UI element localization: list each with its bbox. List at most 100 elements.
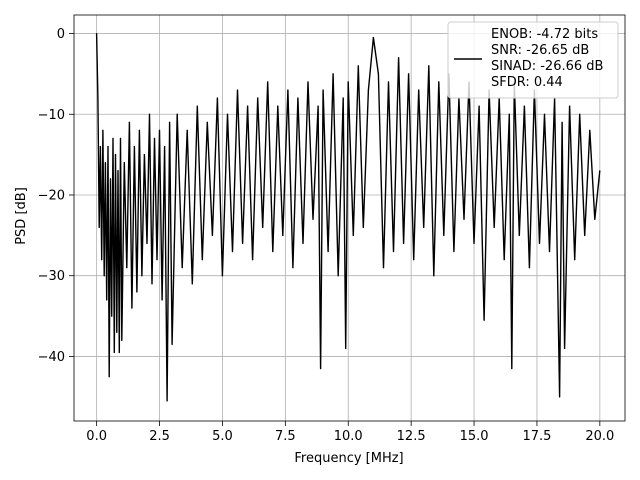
data-point xyxy=(156,259,158,261)
data-point xyxy=(277,105,279,107)
data-point xyxy=(282,234,284,236)
data-point xyxy=(216,97,218,99)
data-point xyxy=(118,351,120,353)
data-point xyxy=(97,97,99,99)
legend-entry: ENOB: -4.72 bits xyxy=(491,27,598,42)
data-point xyxy=(161,299,163,301)
data-point xyxy=(272,250,274,253)
data-point xyxy=(103,275,105,277)
data-point xyxy=(403,242,405,244)
data-point xyxy=(111,315,113,317)
data-point xyxy=(126,267,128,269)
data-point xyxy=(98,226,100,228)
legend-box xyxy=(447,21,619,99)
data-point xyxy=(478,105,480,107)
data-point xyxy=(104,162,106,164)
data-point xyxy=(362,226,364,228)
data-point xyxy=(247,105,249,107)
x-tick-label: 17.5 xyxy=(522,429,551,444)
data-point xyxy=(99,146,101,148)
data-point xyxy=(287,89,289,91)
x-axis-label: Frequency [MHz] xyxy=(294,451,403,466)
data-point xyxy=(372,37,374,39)
y-axis-label: PSD [dB] xyxy=(14,187,29,245)
y-tick-label: −30 xyxy=(38,269,65,284)
data-point xyxy=(114,154,117,156)
data-point xyxy=(176,113,178,115)
data-point xyxy=(141,275,143,277)
data-point xyxy=(171,343,173,345)
x-tick-label: 20.0 xyxy=(585,429,614,444)
data-point xyxy=(131,307,133,309)
data-point xyxy=(418,89,420,91)
x-tick-label: 10.0 xyxy=(334,429,363,444)
data-point xyxy=(337,275,339,277)
data-point xyxy=(297,97,299,99)
data-point xyxy=(236,89,239,91)
data-point xyxy=(589,129,591,131)
legend-entry: SNR: -26.65 dB xyxy=(491,43,589,58)
data-point xyxy=(564,347,566,349)
x-tick-label: 12.5 xyxy=(397,429,426,444)
data-point xyxy=(453,250,455,253)
legend-entry: SINAD: -26.66 dB xyxy=(491,59,603,74)
data-point xyxy=(473,242,475,244)
axes-frame xyxy=(73,14,626,422)
data-point xyxy=(428,65,430,67)
data-point xyxy=(322,89,324,91)
data-point xyxy=(151,283,153,285)
data-point xyxy=(392,250,395,253)
data-point xyxy=(594,218,596,220)
y-tick-label: −10 xyxy=(38,108,65,123)
data-point xyxy=(221,275,223,277)
data-point xyxy=(561,121,563,123)
data-point xyxy=(569,105,571,107)
y-tick-label: 0 xyxy=(57,27,65,42)
grid-lines xyxy=(74,15,625,421)
data-point xyxy=(398,57,400,59)
data-point xyxy=(116,331,118,333)
data-point xyxy=(252,259,254,261)
data-point xyxy=(226,113,229,115)
data-point xyxy=(352,234,354,236)
data-point xyxy=(143,154,145,156)
data-point xyxy=(443,234,445,236)
data-point xyxy=(166,400,168,402)
data-point xyxy=(138,129,140,131)
data-point xyxy=(153,137,156,140)
data-point xyxy=(121,339,123,341)
data-point xyxy=(508,113,510,115)
data-point xyxy=(106,299,108,301)
data-point xyxy=(242,242,244,244)
data-point xyxy=(201,259,203,261)
data-point xyxy=(433,275,435,277)
data-point xyxy=(119,137,122,140)
data-point xyxy=(538,242,541,244)
data-point xyxy=(579,113,581,115)
data-point xyxy=(559,396,561,398)
data-point xyxy=(347,81,349,83)
plot-frame xyxy=(73,14,626,422)
data-point xyxy=(196,105,198,107)
data-point xyxy=(543,113,546,115)
data-point xyxy=(123,162,125,164)
data-point xyxy=(523,105,526,107)
data-point xyxy=(357,65,359,67)
data-point xyxy=(320,367,322,370)
data-point xyxy=(206,121,208,123)
data-point xyxy=(599,170,601,172)
data-point xyxy=(181,267,183,269)
data-point xyxy=(493,226,495,228)
data-point xyxy=(548,250,551,253)
data-point xyxy=(257,97,259,99)
data-point xyxy=(96,33,98,35)
data-point xyxy=(327,250,329,253)
data-point xyxy=(483,319,485,321)
x-tick-label: 15.0 xyxy=(460,429,489,444)
data-point xyxy=(307,81,309,83)
data-point xyxy=(148,113,151,115)
x-tick-label: 5.0 xyxy=(212,429,233,444)
data-point xyxy=(186,129,188,131)
